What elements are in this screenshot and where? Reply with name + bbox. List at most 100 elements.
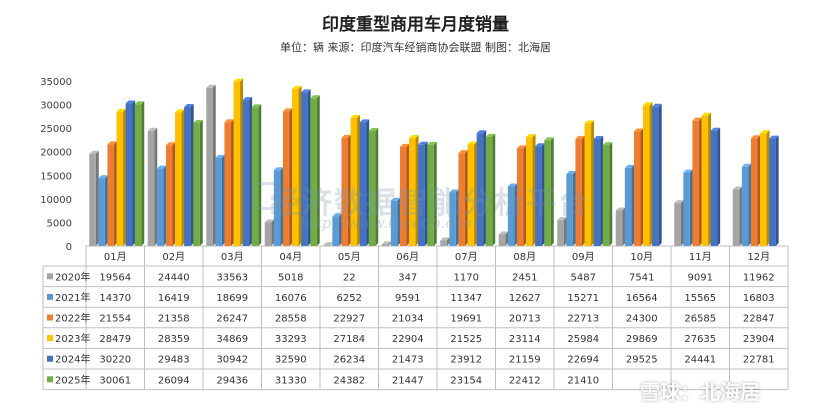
bar-side (775, 135, 779, 246)
legend-label: 2020年 (55, 270, 90, 283)
x-tick-label: 03月 (221, 251, 244, 263)
bar-side (316, 95, 320, 247)
data-label: 25984 (567, 334, 599, 345)
bar-side (415, 135, 419, 246)
bar-top (652, 103, 662, 107)
data-label: 21159 (509, 355, 541, 366)
bar-top (449, 189, 459, 193)
bar-side (483, 130, 487, 246)
bar-side (190, 104, 194, 246)
data-label: 27635 (684, 334, 716, 345)
data-label: 33293 (275, 334, 307, 345)
data-label: 6252 (337, 293, 362, 304)
bar-top (544, 137, 554, 141)
bar (498, 234, 506, 246)
bar (476, 133, 484, 246)
bar-side (141, 101, 145, 246)
bar (175, 112, 182, 246)
y-tick-label: 25000 (40, 124, 72, 135)
bar (224, 122, 231, 246)
bar-top (224, 119, 234, 123)
bar-side (375, 128, 379, 246)
bar-side (689, 169, 693, 246)
data-label: 21554 (99, 314, 131, 325)
bar-top (535, 143, 545, 147)
bar-side (591, 120, 595, 246)
chart-title: 印度重型商用车月度销量 (322, 15, 509, 35)
bar-top (390, 197, 401, 201)
bar (184, 107, 191, 246)
bar-top (593, 136, 604, 140)
bar-side (123, 108, 127, 247)
bar-side (708, 112, 712, 247)
bar-top (701, 112, 712, 116)
data-label: 21473 (392, 355, 424, 366)
data-label: 29525 (626, 355, 658, 366)
bar-top (498, 231, 509, 235)
data-label: 23912 (450, 355, 482, 366)
data-label: 2451 (512, 272, 537, 283)
data-label: 16803 (743, 293, 775, 304)
bar (107, 144, 114, 246)
data-label: 347 (398, 272, 417, 283)
bar (674, 203, 681, 246)
bar-top (624, 164, 635, 168)
brand-watermark: 雪球：北海居 (640, 380, 760, 404)
data-label: 15565 (684, 293, 716, 304)
bar (467, 144, 475, 246)
bar-top (381, 241, 392, 245)
bar (134, 104, 142, 246)
bar (615, 210, 623, 246)
bar-top (476, 130, 487, 134)
bar-side (424, 141, 428, 246)
data-label: 34869 (216, 334, 248, 345)
bar (516, 148, 524, 246)
data-label: 26234 (333, 355, 365, 366)
bar-side (446, 237, 450, 246)
bar-top (282, 108, 293, 112)
bar (165, 145, 173, 246)
data-label: 29483 (158, 355, 190, 366)
bar-side (104, 175, 108, 246)
bar-top (602, 142, 613, 146)
y-tick-label: 35000 (40, 77, 72, 88)
bar-top (368, 128, 379, 132)
bar-side (154, 127, 158, 246)
x-tick-label: 10月 (630, 251, 653, 263)
bar (701, 115, 709, 247)
bar (323, 245, 330, 246)
bar-side (600, 136, 604, 246)
bar (643, 105, 650, 247)
bar-side (631, 164, 635, 246)
bar (292, 89, 299, 246)
watermark-url: http://www.topedb.com (300, 214, 478, 232)
bar-top (242, 97, 253, 101)
bar-side (523, 145, 527, 246)
data-label: 18699 (216, 293, 248, 304)
data-label: 7541 (629, 272, 654, 283)
y-tick-label: 15000 (40, 171, 72, 182)
legend-label: 2025年 (55, 373, 90, 386)
x-tick-label: 11月 (689, 251, 712, 263)
data-label: 11962 (743, 272, 775, 283)
legend-label: 2024年 (55, 353, 90, 366)
bar (368, 131, 376, 246)
bar-top (134, 101, 145, 105)
watermark-logo-icon (252, 182, 280, 210)
bar-top (301, 89, 311, 93)
bar-top (683, 169, 693, 173)
data-label: 26094 (158, 375, 190, 386)
bar-top (310, 95, 320, 99)
bar-top (732, 186, 743, 190)
x-tick-label: 12月 (747, 251, 770, 263)
bar (593, 139, 601, 246)
bar-top (692, 117, 702, 121)
bar-top (323, 242, 333, 246)
bar-top (264, 219, 275, 223)
bar-top (233, 78, 244, 82)
bar-side (492, 133, 496, 246)
bar (242, 100, 250, 246)
bar-side (113, 141, 117, 246)
bar-top (359, 119, 370, 123)
